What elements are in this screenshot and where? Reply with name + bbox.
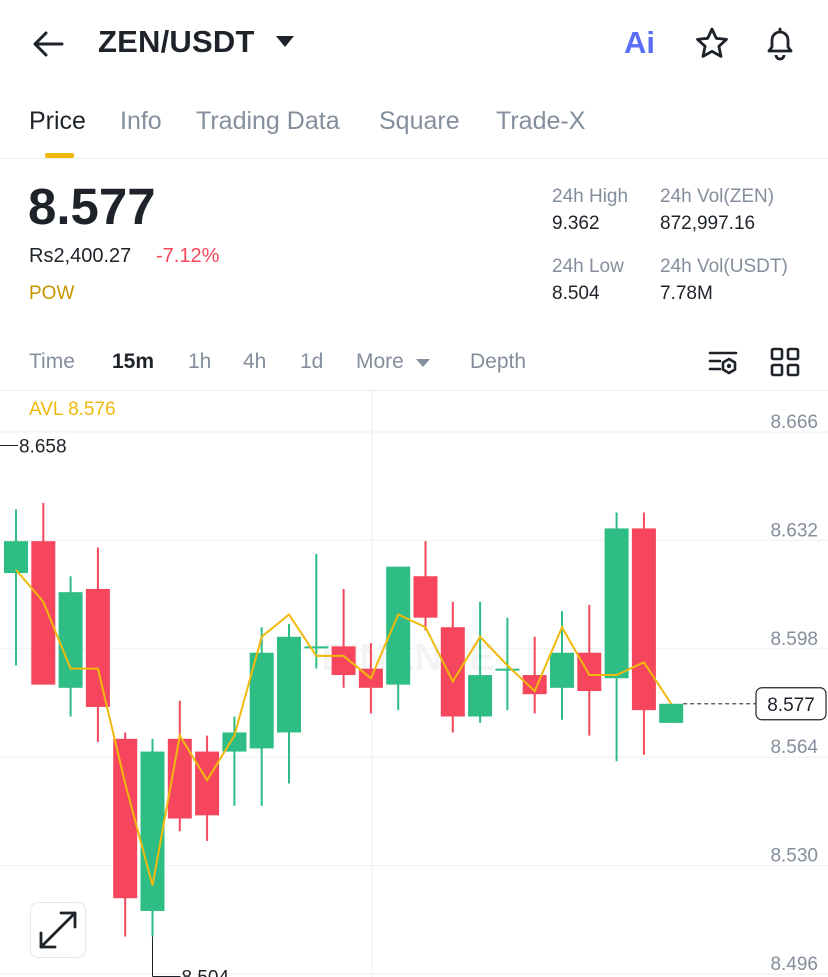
interval-4h[interactable]: 4h bbox=[243, 350, 267, 373]
expand-arrows-icon bbox=[39, 911, 77, 949]
candle-up[interactable] bbox=[386, 566, 411, 685]
vol-quote-value: 7.78M bbox=[660, 283, 713, 304]
favorite-star-icon[interactable] bbox=[692, 24, 732, 64]
interval-15m[interactable]: 15m bbox=[112, 350, 155, 373]
candle-down[interactable] bbox=[440, 627, 465, 717]
pair-dropdown-caret-icon[interactable] bbox=[276, 36, 294, 47]
divider bbox=[0, 390, 828, 391]
y-tick-label: 8.598 bbox=[770, 629, 818, 650]
avl-label: AVL 8.576 bbox=[29, 399, 116, 420]
low-value: 8.504 bbox=[552, 283, 600, 304]
candlestick-chart[interactable]: BINANCE8.6668.6328.5988.5648.5308.4968.5… bbox=[0, 391, 828, 977]
candle-up[interactable] bbox=[495, 668, 520, 671]
tab-price[interactable]: Price bbox=[29, 107, 86, 135]
tab-trade-x[interactable]: Trade-X bbox=[496, 107, 586, 135]
candle-down[interactable] bbox=[31, 541, 56, 685]
candle-up[interactable] bbox=[304, 646, 329, 649]
vol-base-label: 24h Vol(ZEN) bbox=[660, 186, 775, 207]
interval-1h[interactable]: 1h bbox=[188, 350, 212, 373]
fiat-price: Rs2,400.27 bbox=[29, 245, 132, 267]
interval-time[interactable]: Time bbox=[29, 350, 75, 373]
high-value: 9.362 bbox=[552, 213, 600, 234]
divider bbox=[0, 158, 828, 159]
interval-depth[interactable]: Depth bbox=[470, 350, 527, 373]
back-arrow-icon[interactable] bbox=[30, 26, 66, 62]
candle-down[interactable] bbox=[85, 588, 110, 707]
tab-info[interactable]: Info bbox=[120, 107, 162, 135]
candle-down[interactable] bbox=[413, 576, 438, 618]
candle-up[interactable] bbox=[550, 652, 574, 688]
chart-layout-grid-icon[interactable] bbox=[768, 345, 802, 379]
candle-down[interactable] bbox=[331, 646, 356, 676]
y-tick-label: 8.632 bbox=[770, 520, 818, 541]
max-price-label: 8.658 bbox=[19, 437, 67, 458]
tag-badge[interactable]: POW bbox=[29, 283, 75, 304]
candle-up[interactable] bbox=[277, 636, 301, 733]
interval-more[interactable]: More bbox=[356, 350, 404, 373]
pair-title[interactable]: ZEN/USDT bbox=[98, 24, 255, 59]
ai-assistant-icon[interactable]: Ai bbox=[624, 25, 655, 60]
vol-quote-label: 24h Vol(USDT) bbox=[660, 256, 788, 277]
high-label: 24h High bbox=[552, 186, 629, 207]
candle-up[interactable] bbox=[659, 703, 684, 723]
current-price-box bbox=[755, 687, 827, 721]
y-tick-label: 8.666 bbox=[770, 412, 818, 433]
tab-square[interactable]: Square bbox=[379, 107, 460, 135]
last-price: 8.577 bbox=[28, 178, 156, 235]
notification-bell-icon[interactable] bbox=[760, 23, 800, 63]
interval-1d[interactable]: 1d bbox=[300, 350, 324, 373]
tab-trading-data[interactable]: Trading Data bbox=[196, 107, 340, 135]
top-bar: ZEN/USDT Ai bbox=[0, 0, 828, 88]
avl-line bbox=[15, 569, 673, 886]
fullscreen-button[interactable] bbox=[30, 902, 86, 958]
candle-up[interactable] bbox=[4, 541, 28, 574]
y-tick-label: 8.564 bbox=[770, 737, 818, 758]
candle-up[interactable] bbox=[140, 751, 165, 911]
candle-up[interactable] bbox=[604, 528, 629, 679]
candle-up[interactable] bbox=[468, 675, 493, 717]
candle-down[interactable] bbox=[113, 738, 138, 899]
current-price-label: 8.577 bbox=[767, 695, 815, 716]
y-tick-label: 8.496 bbox=[770, 954, 818, 975]
candle-up[interactable] bbox=[58, 592, 83, 688]
chart-settings-icon[interactable] bbox=[706, 345, 740, 379]
more-caret-icon[interactable] bbox=[416, 359, 430, 367]
candle-down[interactable] bbox=[522, 675, 547, 695]
vol-base-value: 872,997.16 bbox=[660, 213, 756, 234]
candle-down[interactable] bbox=[631, 528, 656, 711]
price-change-percent: -7.12% bbox=[156, 245, 220, 267]
min-price-label: 8.504 bbox=[182, 967, 230, 977]
candle-down[interactable] bbox=[195, 751, 220, 816]
low-label: 24h Low bbox=[552, 256, 624, 277]
active-tab-indicator bbox=[45, 153, 74, 158]
y-tick-label: 8.530 bbox=[770, 846, 818, 867]
